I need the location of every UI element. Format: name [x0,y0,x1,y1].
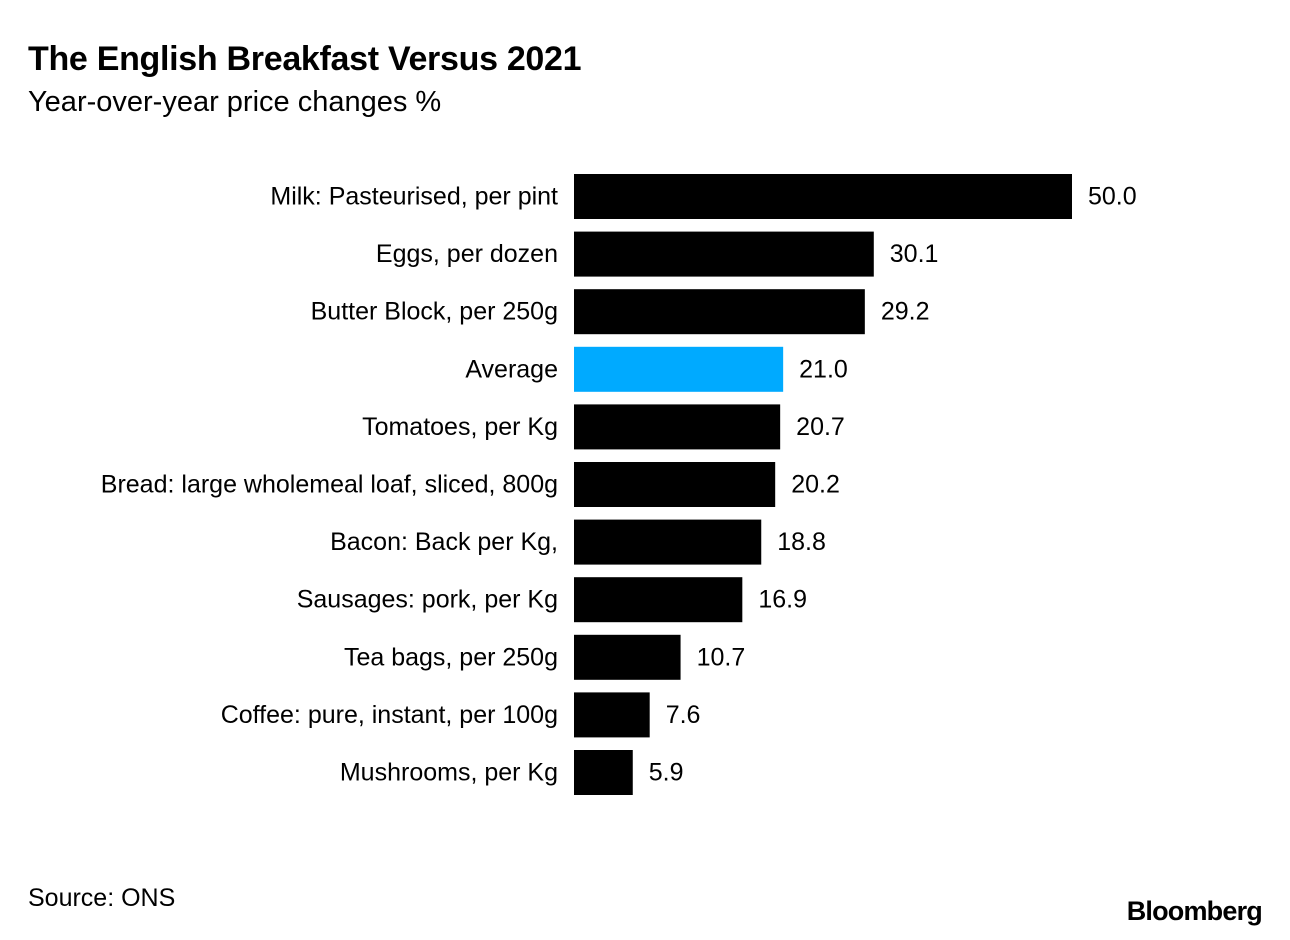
bar [574,577,743,623]
bar [574,634,681,680]
value-label: 29.2 [881,298,930,326]
source-note: Source: ONS [28,884,176,912]
bar [574,404,781,450]
value-label: 7.6 [666,701,701,729]
bar [574,519,762,565]
category-label: Mushrooms, per Kg [340,759,558,787]
value-label: 30.1 [890,240,939,268]
bar [574,289,865,335]
bloomberg-logo: Bloomberg [1126,896,1263,926]
bar [574,174,1072,219]
category-label: Sausages: pork, per Kg [297,586,558,614]
category-label: Average [465,355,558,383]
value-label: 10.7 [697,643,746,671]
value-label: 5.9 [649,759,684,787]
category-label: Bread: large wholemeal loaf, sliced, 800… [101,471,558,499]
bar [574,692,650,738]
value-label: 20.7 [796,413,845,441]
value-label: 16.9 [758,586,807,614]
chart-subtitle: Year-over-year price changes % [28,86,442,118]
value-label: 20.2 [791,471,840,499]
value-label: 50.0 [1088,183,1137,211]
category-label: Tomatoes, per Kg [362,413,558,441]
bar [574,462,776,507]
category-label: Eggs, per dozen [376,240,558,268]
category-label: Milk: Pasteurised, per pint [270,183,558,211]
bar-average [574,346,784,392]
value-label: 21.0 [799,355,848,383]
value-label: 18.8 [777,528,826,556]
bar [574,231,874,277]
category-label: Bacon: Back per Kg, [330,528,558,556]
category-label: Coffee: pure, instant, per 100g [221,701,558,729]
bar [574,750,633,795]
chart-title: The English Breakfast Versus 2021 [28,40,582,78]
category-label: Butter Block, per 250g [311,298,558,326]
category-label: Tea bags, per 250g [344,643,558,671]
